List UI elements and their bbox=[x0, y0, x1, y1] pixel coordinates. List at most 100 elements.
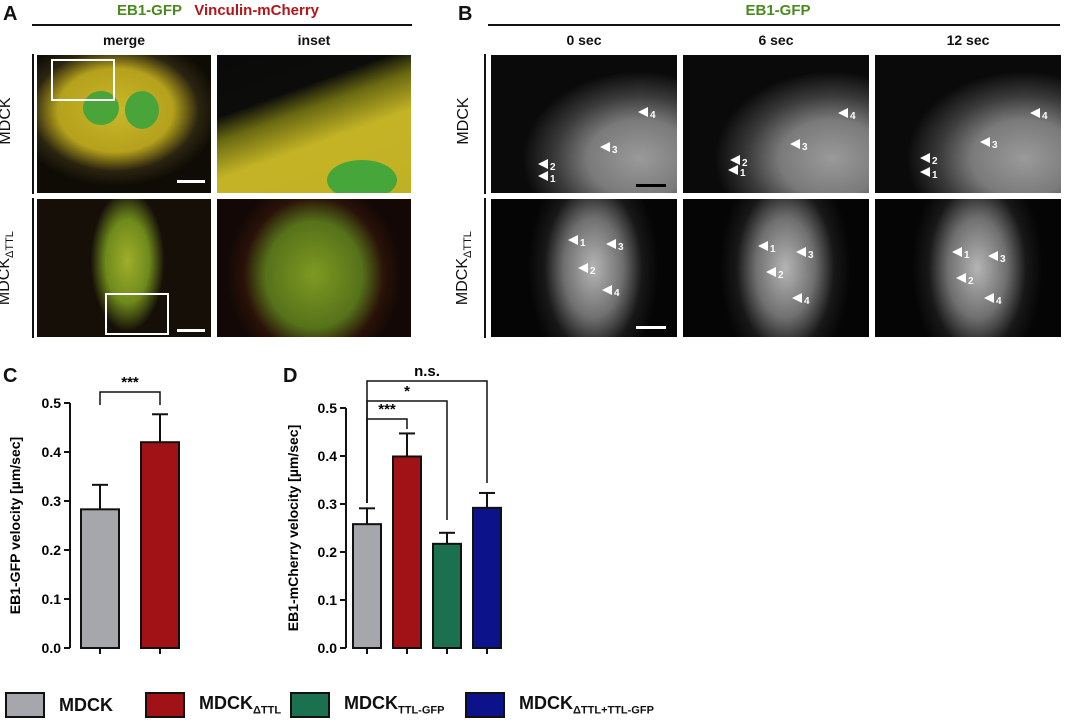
arrowhead-marker bbox=[600, 142, 610, 152]
legend-item: MDCKTTL-GFP bbox=[290, 692, 444, 718]
panel-b-frame-mdck-0 bbox=[490, 54, 678, 194]
arrow-number: 3 bbox=[612, 145, 618, 156]
arrow-number: 4 bbox=[650, 110, 656, 121]
arrow-number: 4 bbox=[614, 288, 620, 299]
y-tick-label: 0.0 bbox=[318, 640, 338, 656]
legend-swatch bbox=[465, 692, 505, 718]
arrowhead-marker bbox=[920, 167, 930, 177]
panel-label-b: B bbox=[458, 3, 473, 25]
y-tick-label: 0.2 bbox=[42, 542, 62, 558]
panel-a-row2-bar bbox=[32, 198, 34, 338]
arrow-number: 1 bbox=[932, 170, 938, 181]
panel-b-title: EB1-GFP bbox=[745, 2, 811, 19]
panel-b-time-1: 6 sec bbox=[758, 32, 794, 48]
panel-a-rule bbox=[32, 24, 412, 26]
arrow-number: 1 bbox=[964, 250, 970, 261]
arrow-number: 1 bbox=[740, 168, 746, 179]
arrowhead-marker bbox=[578, 263, 588, 273]
inset-box bbox=[51, 59, 115, 101]
bar bbox=[392, 455, 422, 650]
panel-label-d: D bbox=[283, 365, 298, 387]
y-tick-label: 0.1 bbox=[318, 592, 338, 608]
panel-b-frame-mdck-2 bbox=[874, 54, 1062, 194]
panel-b-time-0: 0 sec bbox=[566, 32, 602, 48]
arrowhead-marker bbox=[1030, 108, 1040, 118]
legend-label: MDCKΔTTL+TTL-GFP bbox=[519, 693, 654, 717]
panel-a-merge-dttl-image bbox=[36, 198, 212, 338]
panel-b-time-2: 12 sec bbox=[946, 32, 990, 48]
arrowhead-marker bbox=[728, 165, 738, 175]
y-tick-label: 0.5 bbox=[42, 395, 62, 411]
y-tick-label: 0.1 bbox=[42, 591, 62, 607]
arrow-number: 2 bbox=[968, 276, 974, 287]
panel-a-row1-label: MDCK bbox=[0, 97, 14, 145]
scale-bar bbox=[177, 329, 205, 332]
panel-b-row1-bar bbox=[484, 54, 486, 194]
arrowhead-marker bbox=[538, 171, 548, 181]
significance-label: n.s. bbox=[414, 363, 440, 380]
bar bbox=[432, 542, 462, 649]
arrow-number: 3 bbox=[992, 140, 998, 151]
panel-a-title-green: EB1-GFP bbox=[116, 2, 182, 19]
y-tick-label: 0.2 bbox=[318, 544, 338, 560]
scale-bar bbox=[177, 180, 205, 183]
bar bbox=[472, 506, 502, 649]
legend-swatch bbox=[145, 692, 185, 718]
panel-label-a: A bbox=[3, 3, 18, 25]
arrow-number: 3 bbox=[808, 250, 814, 261]
significance-bracket bbox=[99, 391, 161, 405]
legend-label: MDCK bbox=[59, 694, 113, 715]
panel-a-col-inset: inset bbox=[297, 32, 331, 48]
arrowhead-marker bbox=[790, 139, 800, 149]
chart-c: 0.0 0.1 0.2 0.3 0.4 0.5 EB1-GFP velocity [µm/s… bbox=[7, 374, 180, 656]
significance-label: * bbox=[404, 383, 410, 400]
legend-swatch bbox=[5, 692, 45, 718]
panel-a-inset-mdck-image bbox=[216, 54, 412, 194]
y-tick-label: 0.3 bbox=[42, 493, 62, 509]
y-tick-label: 0.5 bbox=[318, 400, 338, 416]
arrow-number: 1 bbox=[770, 244, 776, 255]
arrow-number: 4 bbox=[1042, 111, 1048, 122]
scale-bar bbox=[636, 184, 666, 187]
arrow-number: 4 bbox=[804, 296, 810, 307]
arrow-number: 4 bbox=[850, 111, 856, 122]
y-tick-label: 0.4 bbox=[42, 444, 62, 460]
scale-bar bbox=[636, 326, 666, 329]
arrowhead-marker bbox=[638, 107, 648, 117]
legend-swatch bbox=[290, 692, 330, 718]
y-axis-label: EB1-mCherry velocity [µm/sec] bbox=[285, 425, 301, 631]
y-tick-label: 0.3 bbox=[318, 496, 338, 512]
inset-box bbox=[105, 293, 169, 335]
panel-a-row2-label: MDCKΔTTL bbox=[0, 231, 17, 306]
arrow-number: 3 bbox=[802, 142, 808, 153]
bar bbox=[140, 441, 180, 649]
arrowhead-marker bbox=[980, 137, 990, 147]
panel-b-rule bbox=[488, 24, 1060, 26]
arrow-number: 1 bbox=[550, 174, 556, 185]
panel-a-title-red: Vinculin-mCherry bbox=[194, 2, 320, 19]
legend-item: MDCKΔTTL+TTL-GFP bbox=[465, 692, 654, 718]
arrow-number: 2 bbox=[590, 266, 596, 277]
arrow-number: 4 bbox=[996, 296, 1002, 307]
arrowhead-marker bbox=[988, 251, 998, 261]
arrow-number: 2 bbox=[742, 158, 748, 169]
arrow-number: 1 bbox=[580, 238, 586, 249]
panel-b-frame-mdck-1 bbox=[682, 54, 870, 194]
bar bbox=[80, 508, 120, 649]
arrowhead-marker bbox=[568, 235, 578, 245]
significance-label: *** bbox=[121, 374, 139, 391]
arrow-number: 3 bbox=[618, 242, 624, 253]
arrowhead-marker bbox=[920, 153, 930, 163]
arrowhead-marker bbox=[984, 293, 994, 303]
arrowhead-marker bbox=[838, 108, 848, 118]
panel-a-inset-dttl-image bbox=[216, 198, 412, 338]
arrow-number: 2 bbox=[550, 162, 556, 173]
panel-label-c: C bbox=[3, 365, 18, 387]
arrowhead-marker bbox=[792, 293, 802, 303]
significance-bracket bbox=[366, 418, 408, 503]
y-axis-label: EB1-GFP velocity [µm/sec] bbox=[7, 437, 23, 614]
panel-b-frame-dttl-2 bbox=[874, 198, 1062, 338]
legend-item: MDCKΔTTL bbox=[145, 692, 281, 718]
panel-b-row2-label: MDCKΔTTL bbox=[453, 231, 475, 306]
arrowhead-marker bbox=[730, 155, 740, 165]
